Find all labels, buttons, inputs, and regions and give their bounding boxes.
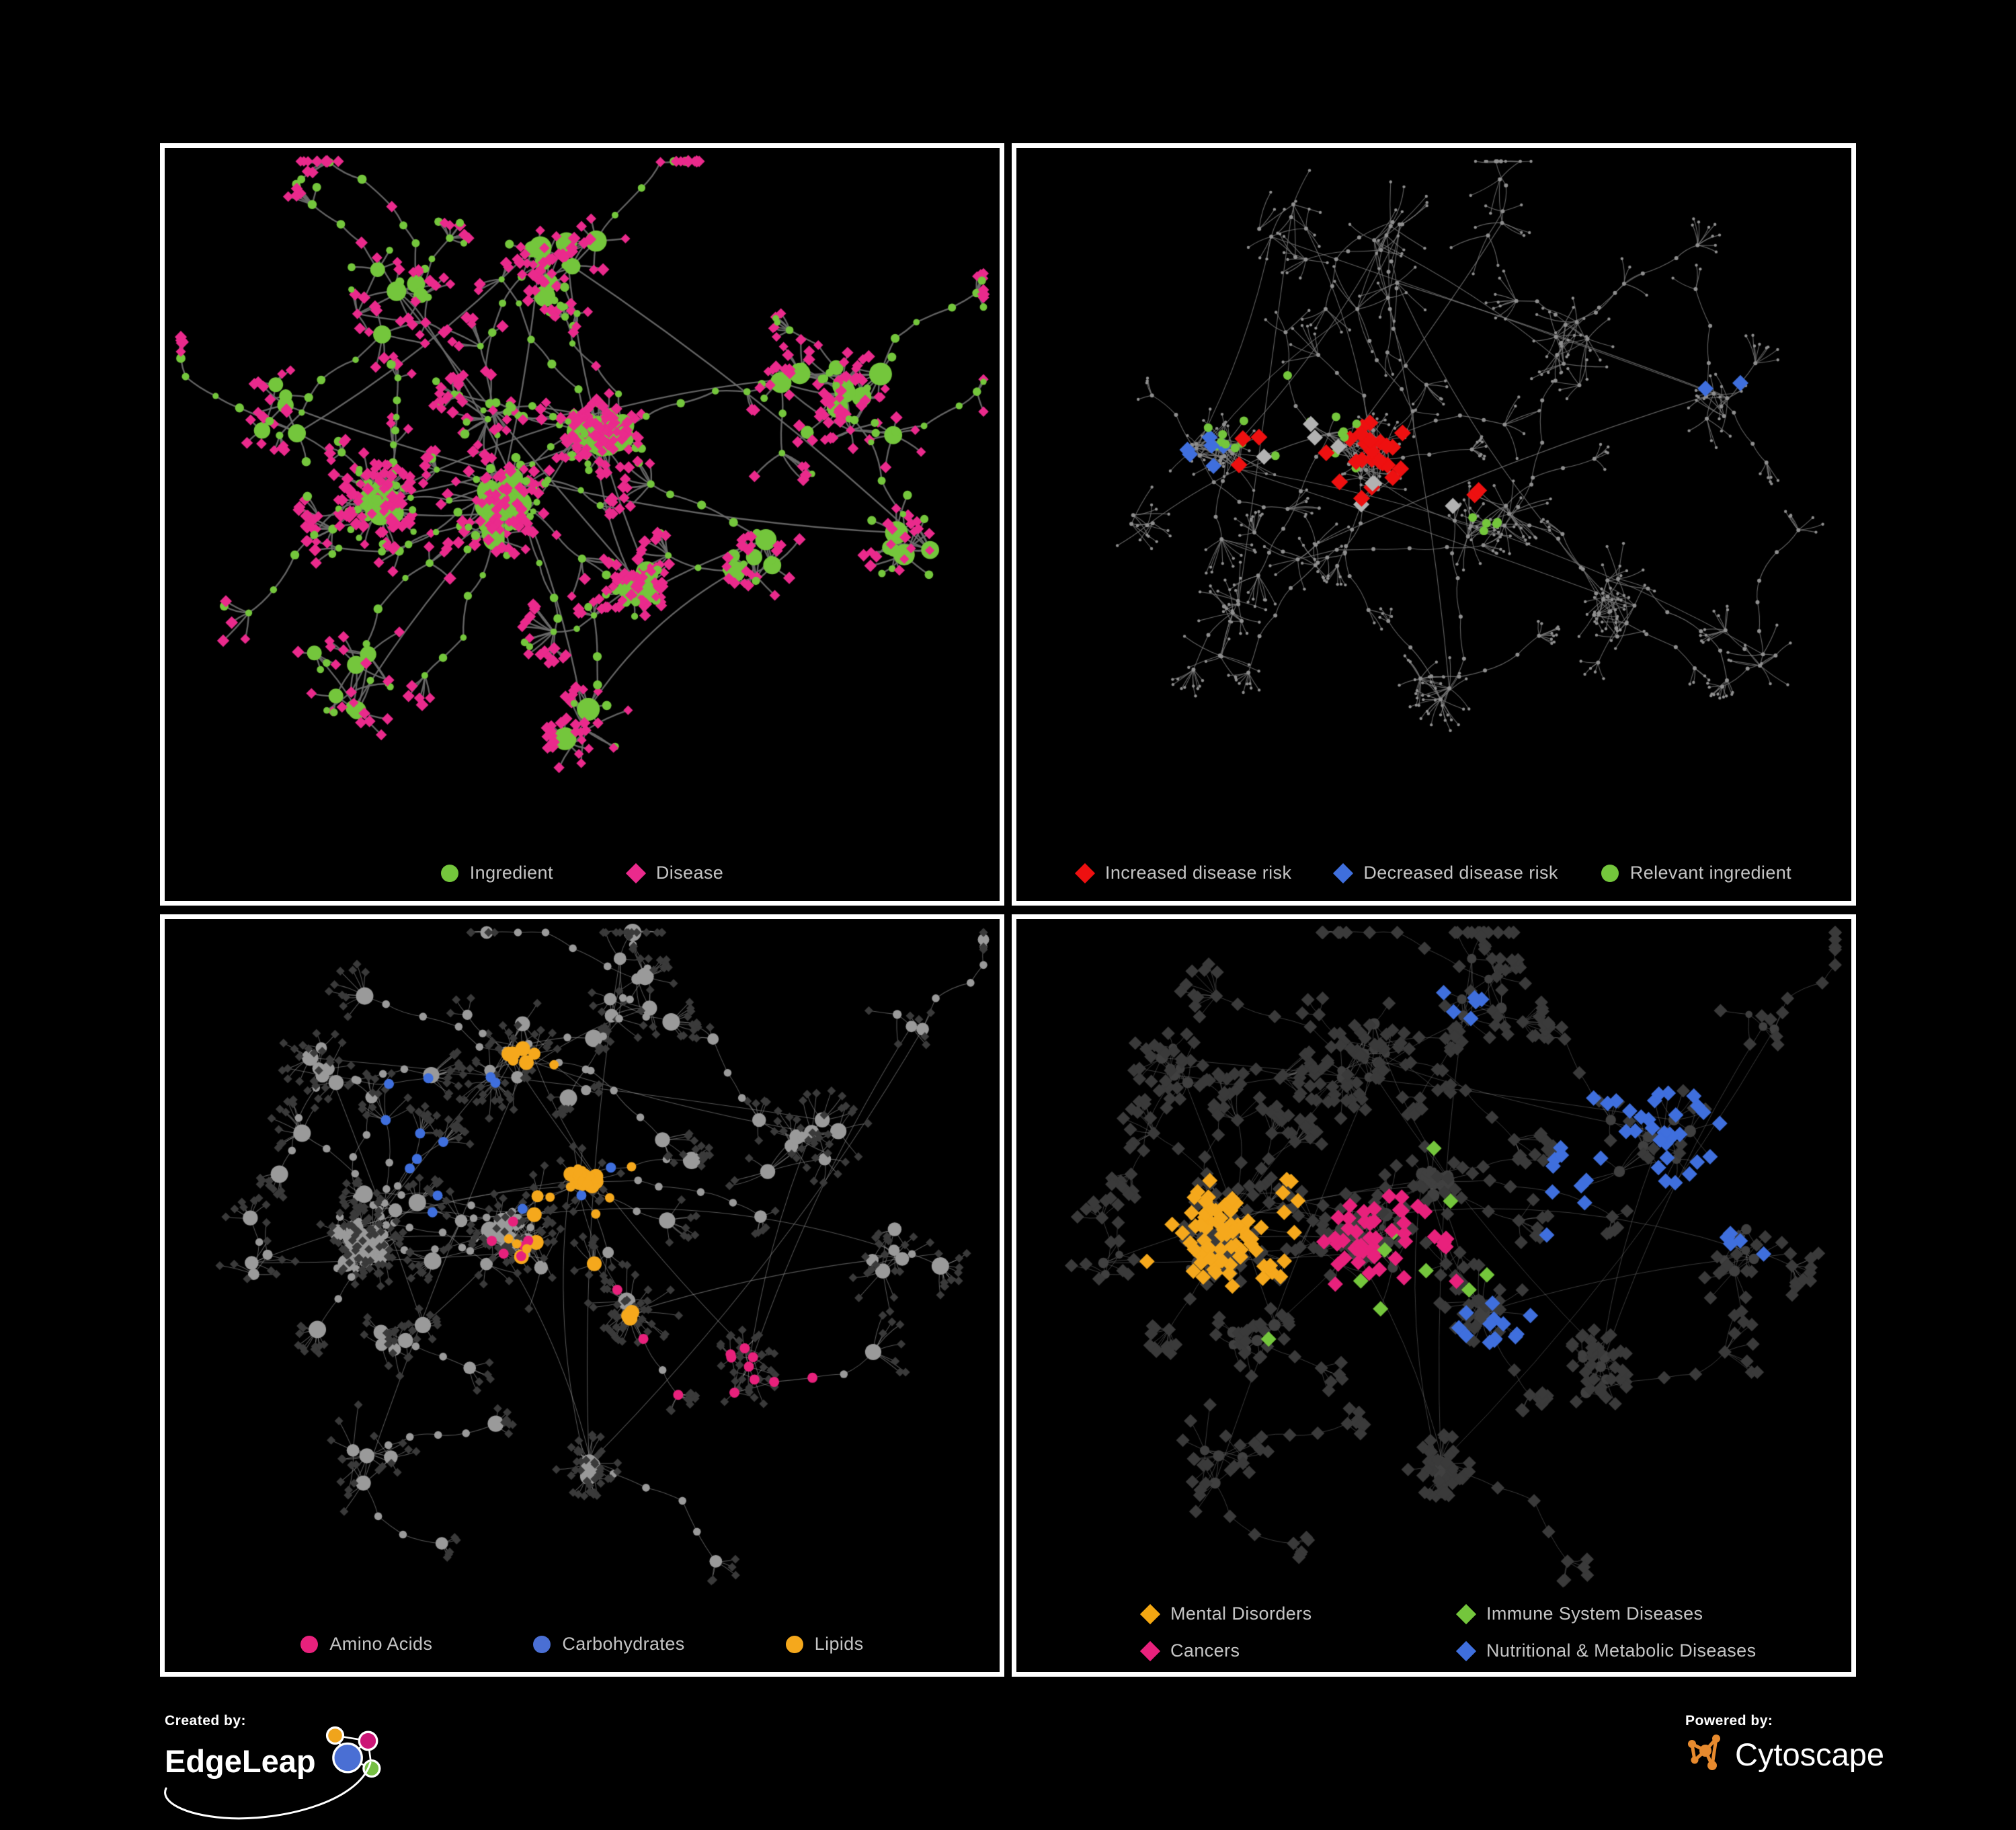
ingredient-circle-icon xyxy=(440,864,458,882)
legend-label: Disease xyxy=(655,863,724,883)
legend-disease-classes: Mental Disorders Immune System Diseases … xyxy=(1016,1603,1851,1661)
network-graph-disease-classes[interactable] xyxy=(1016,919,1851,1672)
cancers-diamond-icon xyxy=(1139,1640,1161,1661)
amino-acids-circle-icon xyxy=(300,1635,319,1653)
legend-ingredient-disease: Ingredient Disease xyxy=(165,863,1000,883)
legend-item: Mental Disorders xyxy=(1139,1603,1383,1624)
lipids-circle-icon xyxy=(785,1635,803,1653)
legend-label: Decreased disease risk xyxy=(1363,863,1558,883)
legend-label: Mental Disorders xyxy=(1170,1603,1312,1624)
cytoscape-brand-text: Cytoscape xyxy=(1735,1736,1885,1772)
legend-ingredient-classes: Amino Acids Carbohydrates Lipids xyxy=(165,1634,1000,1655)
powered-by-block: Powered by: Cytoscape xyxy=(1685,1713,1887,1794)
immune-system-diamond-icon xyxy=(1455,1603,1477,1624)
decreased-risk-diamond-icon xyxy=(1333,863,1354,883)
legend-item: Relevant ingredient xyxy=(1601,863,1791,883)
legend-label: Nutritional & Metabolic Diseases xyxy=(1486,1640,1757,1661)
mental-disorders-diamond-icon xyxy=(1139,1603,1161,1624)
legend-disease-risk: Increased disease risk Decreased disease… xyxy=(1016,863,1851,883)
relevant-ingredient-circle-icon xyxy=(1601,864,1619,882)
legend-item: Increased disease risk xyxy=(1074,863,1292,883)
created-by-block: Created by: EdgeLeap xyxy=(164,1713,387,1820)
legend-label: Lipids xyxy=(814,1634,864,1654)
disease-diamond-icon xyxy=(625,863,646,883)
powered-by-label: Powered by: xyxy=(1685,1713,1773,1728)
panel-disease-classes: Mental Disorders Immune System Diseases … xyxy=(1012,914,1856,1677)
panel-disease-risk: Increased disease risk Decreased disease… xyxy=(1012,143,1856,906)
edgeleap-brand-text: EdgeLeap xyxy=(165,1743,316,1779)
legend-label: Ingredient xyxy=(469,863,553,883)
increased-risk-diamond-icon xyxy=(1074,863,1095,883)
legend-label: Carbohydrates xyxy=(562,1634,685,1654)
legend-item: Immune System Diseases xyxy=(1455,1603,1756,1624)
legend-label: Relevant ingredient xyxy=(1629,863,1792,883)
legend-label: Cancers xyxy=(1170,1640,1240,1661)
legend-item: Ingredient xyxy=(440,863,553,883)
network-graph-ingredient-classes[interactable] xyxy=(165,919,1000,1672)
legend-label: Immune System Diseases xyxy=(1486,1603,1703,1624)
edgeleap-logo-icon xyxy=(325,1726,381,1778)
created-by-label: Created by: xyxy=(165,1713,247,1728)
nutritional-metabolic-diamond-icon xyxy=(1455,1640,1477,1661)
legend-item: Decreased disease risk xyxy=(1333,863,1558,883)
carbohydrates-circle-icon xyxy=(533,1635,551,1653)
legend-label: Amino Acids xyxy=(329,1634,433,1654)
panel-ingredient-disease: Ingredient Disease xyxy=(160,143,1004,906)
network-graph-disease-risk[interactable] xyxy=(1016,148,1851,901)
panel-ingredient-classes: Amino Acids Carbohydrates Lipids xyxy=(160,914,1004,1677)
legend-label: Increased disease risk xyxy=(1104,863,1292,883)
cytoscape-logo-icon xyxy=(1688,1735,1720,1770)
legend-item: Lipids xyxy=(785,1634,864,1655)
legend-item: Carbohydrates xyxy=(533,1634,684,1655)
legend-item: Cancers xyxy=(1139,1640,1383,1661)
legend-item: Nutritional & Metabolic Diseases xyxy=(1455,1640,1757,1661)
legend-item: Disease xyxy=(625,863,724,883)
network-graph-ingredient-disease[interactable] xyxy=(165,148,1000,901)
legend-item: Amino Acids xyxy=(300,1634,432,1655)
